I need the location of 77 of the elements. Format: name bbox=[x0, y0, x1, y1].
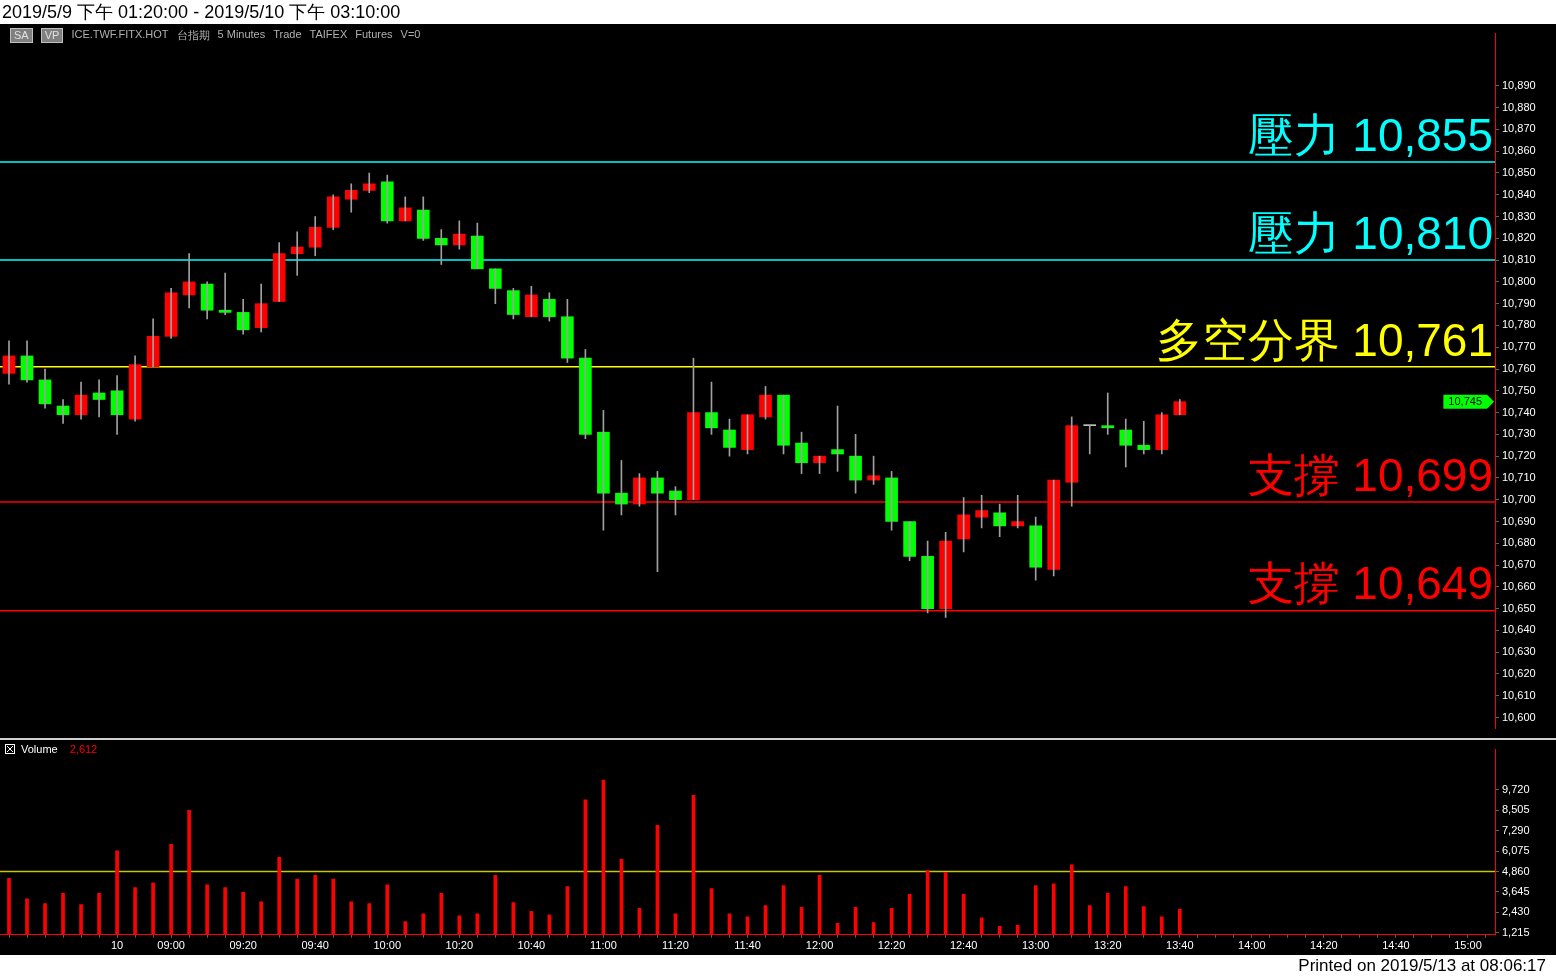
y-tick-label: 10,840 bbox=[1502, 187, 1536, 200]
y-tick-label: 7,290 bbox=[1502, 823, 1530, 836]
y-tick-label: 10,790 bbox=[1502, 296, 1536, 309]
annotation: 5 Minutes bbox=[217, 28, 266, 42]
text: Printed on 2019/5/13 at 08:06:17 bbox=[0, 955, 1556, 977]
y-tick-label: 9,720 bbox=[1502, 782, 1530, 795]
y-tick-label: 10,880 bbox=[1502, 100, 1536, 113]
y-tick-label: 10,680 bbox=[1502, 536, 1536, 549]
annotation: 台指期 bbox=[176, 28, 210, 43]
x-tick-label: 12:20 bbox=[877, 939, 906, 952]
y-tick-label: 10,620 bbox=[1502, 666, 1536, 679]
y-tick-label: 10,660 bbox=[1502, 579, 1536, 592]
annotation: V=0 bbox=[400, 28, 421, 42]
x-tick-label: 09:20 bbox=[229, 939, 257, 952]
x-tick-label: 12:40 bbox=[949, 939, 978, 952]
y-tick-label: 8,505 bbox=[1502, 803, 1530, 816]
x-tick-label: 10:20 bbox=[445, 939, 474, 952]
y-tick-label: 6,075 bbox=[1502, 844, 1530, 857]
y-tick-label: 10,670 bbox=[1502, 558, 1536, 571]
ref-line-label: 支撐 10,649 bbox=[1247, 557, 1493, 610]
y-tick-label: 10,610 bbox=[1502, 688, 1536, 701]
ref-line-label: 支撐 10,699 bbox=[1247, 448, 1493, 501]
x-tick-label: 14:40 bbox=[1382, 939, 1410, 952]
x-tick-label: 13:20 bbox=[1093, 939, 1122, 952]
annotation: 10,745 bbox=[1448, 394, 1483, 407]
y-tick-label: 10,690 bbox=[1502, 514, 1536, 527]
x-tick-label: 12:00 bbox=[805, 939, 834, 952]
y-tick-label: 10,860 bbox=[1502, 144, 1536, 157]
y-tick-label: 10,630 bbox=[1502, 645, 1536, 658]
x-tick-label: 13:40 bbox=[1166, 939, 1194, 952]
y-tick-label: 10,700 bbox=[1502, 492, 1536, 505]
y-tick-label: 10,740 bbox=[1502, 405, 1536, 418]
y-tick-label: 1,215 bbox=[1502, 925, 1530, 938]
y-tick-label: 2,430 bbox=[1502, 905, 1530, 918]
x-tick-label: 13:00 bbox=[1021, 939, 1050, 952]
y-tick-label: 10,720 bbox=[1502, 449, 1536, 462]
annotation: VP bbox=[40, 28, 64, 43]
y-tick-label: 10,770 bbox=[1502, 340, 1536, 353]
annotation: Futures bbox=[355, 28, 393, 42]
annotation: TAIFEX bbox=[309, 28, 348, 42]
chart-title: 2019/5/9 下午 01:20:00 - 2019/5/10 下午 03:10:00 bbox=[0, 0, 1556, 24]
ref-line-label: 壓力 10,855 bbox=[1247, 108, 1493, 161]
annotation: SA bbox=[10, 28, 33, 43]
y-tick-label: 10,810 bbox=[1502, 253, 1536, 266]
x-tick-label: 11:20 bbox=[662, 939, 689, 952]
y-tick-label: 10,750 bbox=[1502, 383, 1536, 396]
y-tick-label: 4,860 bbox=[1502, 864, 1530, 877]
chart-title: Volume bbox=[21, 743, 58, 755]
x-tick-label: 09:40 bbox=[301, 939, 329, 952]
x-tick-label: 11:40 bbox=[734, 939, 761, 952]
annotation: Trade bbox=[273, 28, 302, 42]
x-tick-label: 11:00 bbox=[590, 939, 617, 952]
annotation: ICE.TWF.FITX.HOT bbox=[71, 28, 169, 42]
y-tick-label: 10,780 bbox=[1502, 318, 1536, 331]
x-tick-label: 15:00 bbox=[1454, 939, 1482, 952]
y-tick-label: 10,600 bbox=[1502, 710, 1536, 723]
ref-line-label: 多空分界 10,761 bbox=[1155, 313, 1493, 366]
x-tick-label: 14:00 bbox=[1238, 939, 1266, 952]
x-tick-label: 14:20 bbox=[1310, 939, 1338, 952]
y-tick-label: 10,760 bbox=[1502, 362, 1536, 375]
y-tick-label: 10,640 bbox=[1502, 623, 1536, 636]
x-tick-label: 10 bbox=[110, 939, 124, 952]
y-tick-label: 10,650 bbox=[1502, 601, 1536, 614]
ref-line-label: 壓力 10,810 bbox=[1247, 206, 1493, 259]
y-tick-label: 10,850 bbox=[1502, 166, 1536, 179]
x-tick-label: 10:00 bbox=[373, 939, 402, 952]
y-tick-label: 10,890 bbox=[1502, 78, 1536, 91]
y-tick-label: 10,820 bbox=[1502, 231, 1536, 244]
y-tick-label: 10,800 bbox=[1502, 274, 1536, 287]
y-tick-label: 10,730 bbox=[1502, 427, 1536, 440]
x-tick-label: 09:00 bbox=[157, 939, 185, 952]
y-tick-label: 3,645 bbox=[1502, 884, 1530, 897]
annotation: 2,612 bbox=[69, 743, 98, 755]
y-tick-label: 10,870 bbox=[1502, 122, 1536, 135]
x-tick-label: 10:40 bbox=[517, 939, 546, 952]
y-tick-label: 10,830 bbox=[1502, 209, 1536, 222]
y-tick-label: 10,710 bbox=[1502, 470, 1536, 483]
